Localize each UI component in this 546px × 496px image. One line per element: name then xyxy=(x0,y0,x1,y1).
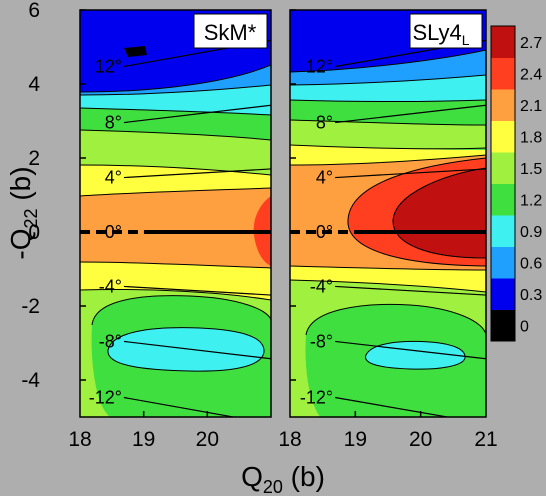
colorbar-band xyxy=(491,120,515,153)
contour-sly4-2.7 xyxy=(392,168,486,258)
panel-sly4-angle-lines: 12° 8° 4° 0° -4° -8° -12° xyxy=(290,39,486,417)
colorbar-tick-label: 1.2 xyxy=(520,192,542,209)
x-tick-label: 20 xyxy=(409,428,432,451)
angle-label: 8° xyxy=(316,113,333,133)
colorbar-band xyxy=(491,26,515,58)
angle-line xyxy=(123,104,271,124)
panel-skm-title-box: SkM* xyxy=(193,13,268,49)
y-axis-label: -Q22 (b) xyxy=(5,166,41,259)
y-tick-label: 2 xyxy=(28,147,40,170)
x-axis-label: Q20 (b) xyxy=(241,461,325,496)
colorbar-band xyxy=(491,309,515,342)
angle-label: 4° xyxy=(105,168,122,188)
angle-label: -4° xyxy=(310,276,333,296)
panel-skm-contours xyxy=(80,10,271,417)
x-axis-ticks: 18 19 20 18 19 20 21 xyxy=(68,411,498,451)
colorbar-tick-label: 0.3 xyxy=(520,287,542,304)
y-tick-label: -2 xyxy=(21,295,40,318)
colorbar-tick-label: 0.9 xyxy=(520,224,542,241)
panel-sly4-contour-lines xyxy=(290,49,486,370)
angle-line xyxy=(123,285,271,296)
panel-sly4-title-sub: L xyxy=(462,32,470,48)
colorbar-band xyxy=(491,152,515,184)
colorbar-band xyxy=(491,215,515,247)
angle-label: -8° xyxy=(310,331,333,351)
angle-line xyxy=(123,396,237,417)
contour-skm-2.1 xyxy=(80,188,271,268)
angle-label: 12° xyxy=(95,56,122,76)
y-tick-label: 0 xyxy=(28,221,40,244)
angle-label: 4° xyxy=(316,168,333,188)
colorbar-tick-label: 1.8 xyxy=(520,129,542,146)
panel-sly4: 12° 8° 4° 0° -4° -8° -12° xyxy=(290,10,486,417)
panel-sly4-title: SLy4L xyxy=(412,20,469,48)
panel-skm-frame xyxy=(79,9,272,418)
colorbar-tick-label: 0.6 xyxy=(520,255,542,272)
colorbar-tick-label: 2.7 xyxy=(520,35,542,52)
angle-line xyxy=(123,168,271,179)
y-tick-label: -4 xyxy=(21,369,40,392)
panel-skm-title: SkM* xyxy=(204,20,257,45)
x-tick-label: 21 xyxy=(474,428,497,451)
angle-label: -12° xyxy=(300,388,333,408)
contour-skm-lower-0.9 xyxy=(107,327,265,372)
colorbar-band xyxy=(491,183,515,216)
colorbar-band xyxy=(491,57,515,90)
panel-skm-contour-lines xyxy=(80,64,271,372)
angle-label: -8° xyxy=(99,331,122,351)
x-tick-label: 20 xyxy=(196,428,219,451)
angle-label: -4° xyxy=(99,276,122,296)
angle-label: -12° xyxy=(89,388,122,408)
panel-skm: 12° 8° 4° 0° -4° -8° -12° xyxy=(80,10,271,417)
colorbar-tick-label: 0 xyxy=(520,318,529,335)
angle-line xyxy=(335,340,486,360)
panel-sly4-title-box: SLy4L xyxy=(409,13,483,49)
colorbar-band xyxy=(491,246,515,279)
x-tick-label: 19 xyxy=(132,428,155,451)
panel-sly4-title-main: SLy4 xyxy=(412,20,461,45)
angle-line xyxy=(334,396,451,417)
angle-line xyxy=(123,340,271,360)
y-tick-label: 6 xyxy=(28,0,40,22)
angle-label: 8° xyxy=(105,113,122,133)
x-tick-label: 19 xyxy=(344,428,367,451)
angle-line xyxy=(335,285,486,296)
colorbar-tick-label: 2.1 xyxy=(520,98,542,115)
colorbar-band xyxy=(491,278,515,310)
y-tick-label: 4 xyxy=(28,73,40,96)
y-axis-ticks: -4 -2 0 2 4 6 xyxy=(21,0,296,392)
angle-label: 0° xyxy=(316,222,333,242)
colorbar-tick-label: 2.4 xyxy=(520,66,542,83)
colorbar-tick-label: 1.5 xyxy=(520,161,542,178)
colorbar-band xyxy=(491,89,515,121)
x-tick-label: 18 xyxy=(68,428,91,451)
panel-skm-angle-lines: 12° 8° 4° 0° -4° -8° -12° xyxy=(80,39,271,417)
angle-line xyxy=(335,104,486,124)
panel-sly4-frame xyxy=(289,9,487,418)
colorbar: 2.7 2.4 2.1 1.8 1.5 1.2 0.9 0.6 0.3 0 xyxy=(490,25,542,342)
angle-line xyxy=(335,168,486,179)
angle-label: 12° xyxy=(306,56,333,76)
angle-label: 0° xyxy=(105,222,122,242)
colorbar-frame xyxy=(490,25,516,342)
contour-skm-minimum xyxy=(124,46,147,57)
x-tick-label: 18 xyxy=(278,428,301,451)
